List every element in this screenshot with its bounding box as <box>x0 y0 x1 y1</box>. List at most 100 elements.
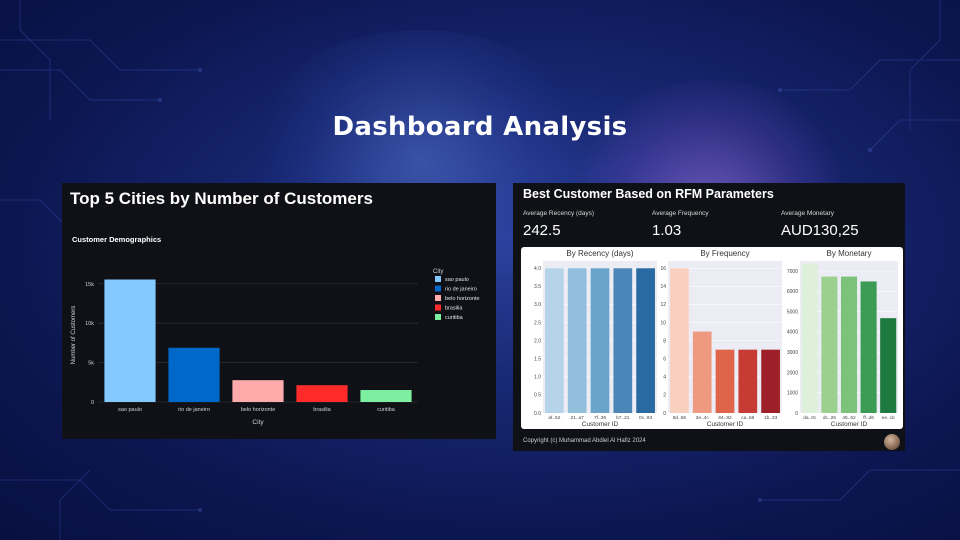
legend-swatch <box>435 304 441 311</box>
bar <box>590 268 610 413</box>
y-tick-label: 0 <box>91 400 94 406</box>
bar <box>692 331 712 413</box>
y-tick-label: 3000 <box>787 350 798 356</box>
page-title: Dashboard Analysis <box>332 112 628 142</box>
chart-title: Customer Demographics <box>72 235 161 244</box>
y-tick-label: 6000 <box>787 289 798 295</box>
y-tick-label: 2000 <box>787 370 798 376</box>
y-tick-label: 4.0 <box>534 266 541 272</box>
metric-value: 242.5 <box>523 222 561 239</box>
metric-label: Average Monetary <box>781 210 834 217</box>
bar <box>715 349 735 413</box>
y-tick-label: 3.5 <box>534 284 541 290</box>
avatar[interactable] <box>884 434 900 450</box>
x-tick-label: 0c..93 <box>639 415 652 421</box>
bar <box>104 279 156 402</box>
y-tick-label: 2.5 <box>534 320 541 326</box>
x-tick-label: b7..21 <box>616 415 630 421</box>
y-tick-label: 5k <box>88 361 94 367</box>
bar <box>613 268 633 413</box>
panel-title: Top 5 Cities by Number of Customers <box>70 189 373 208</box>
legend-title: City <box>433 269 443 275</box>
x-tick-label: rio de janeiro <box>178 407 210 413</box>
legend-label: sao paulo <box>445 277 469 283</box>
legend-label: curitiba <box>445 315 464 321</box>
x-tick-label: da..0c <box>803 415 817 421</box>
metric-monetary: Average Monetary AUD130,25 <box>781 210 859 239</box>
x-axis-label: Customer ID <box>582 421 619 428</box>
y-tick-label: 4000 <box>787 330 798 336</box>
y-tick-label: 6 <box>663 357 666 363</box>
x-tick-label: 8d..55 <box>673 415 687 421</box>
bar <box>296 385 348 402</box>
x-tick-label: 3e..4c <box>696 415 710 421</box>
x-tick-label: 1b..33 <box>764 415 778 421</box>
x-tick-label: brasilia <box>313 407 331 413</box>
y-tick-label: 12 <box>660 302 666 308</box>
y-tick-label: 0 <box>663 411 666 417</box>
y-tick-label: 5000 <box>787 309 798 315</box>
x-tick-label: 45..62 <box>842 415 856 421</box>
metric-value: 1.03 <box>652 222 682 239</box>
y-tick-label: 3.0 <box>534 302 541 308</box>
copyright-text: Copyright (c) Muhammad Abdiel Al Hafiz 2… <box>523 438 646 444</box>
bar <box>801 263 818 413</box>
bar <box>567 268 587 413</box>
x-tick-label: curitiba <box>377 407 396 413</box>
legend-label: rio de janeiro <box>445 287 477 293</box>
x-tick-label: ca..68 <box>741 415 754 421</box>
bar <box>821 276 838 413</box>
rfm-panel: Best Customer Based on RFM Parameters Av… <box>513 183 905 451</box>
y-tick-label: 1.0 <box>534 375 541 381</box>
bar <box>545 268 564 413</box>
x-tick-label: sao paulo <box>118 407 142 413</box>
bar <box>360 390 412 402</box>
x-axis-label: Customer ID <box>831 421 868 428</box>
metric-frequency: Average Frequency 1.03 <box>652 210 709 239</box>
top-cities-panel: Top 5 Cities by Number of Customers Cust… <box>62 183 496 439</box>
metric-recency: Average Recency (days) 242.5 <box>523 210 594 239</box>
y-axis-label: Number of Customers <box>71 306 77 365</box>
y-tick-label: 10 <box>660 320 666 326</box>
legend-label: belo horizonte <box>445 296 480 302</box>
x-tick-label: ff..d6 <box>863 415 874 421</box>
bar <box>636 268 655 413</box>
bar <box>880 318 897 413</box>
legend-swatch <box>435 285 441 292</box>
panel-title: Best Customer Based on RFM Parameters <box>523 187 774 201</box>
bar <box>860 281 877 413</box>
city-bar-chart: Customer Demographics 0 5k 10k 15k sao paulo r… <box>71 235 480 426</box>
legend-label: brasilia <box>445 306 463 312</box>
y-tick-label: 10k <box>85 321 94 327</box>
bar <box>168 347 220 402</box>
y-tick-label: 1.5 <box>534 357 541 363</box>
bar <box>840 276 858 413</box>
bar <box>232 380 284 402</box>
bar <box>738 349 758 413</box>
y-tick-label: 2 <box>663 393 666 399</box>
x-tick-label: dc..26 <box>823 415 836 421</box>
x-tick-label: af..52 <box>548 415 560 421</box>
legend-swatch <box>435 295 441 301</box>
y-tick-label: 16 <box>660 266 666 272</box>
y-tick-label: 0 <box>795 411 798 417</box>
x-tick-label: ee..cb <box>882 415 895 421</box>
y-tick-label: 15k <box>85 282 94 288</box>
y-tick-label: 0.5 <box>534 393 541 399</box>
x-tick-label: 7f..38 <box>594 415 606 421</box>
x-tick-label: 64..82 <box>718 415 732 421</box>
y-tick-label: 14 <box>660 284 666 290</box>
y-tick-label: 0.0 <box>534 411 541 417</box>
x-tick-label: belo horizonte <box>241 407 276 413</box>
metric-label: Average Recency (days) <box>523 210 595 217</box>
bar <box>670 268 689 413</box>
x-axis-label: Customer ID <box>707 421 744 428</box>
chart-title: By Monetary <box>827 249 872 258</box>
legend-swatch <box>435 276 441 282</box>
y-tick-label: 8 <box>663 338 666 344</box>
y-tick-label: 4 <box>663 375 666 381</box>
rfm-charts: By Recency (days) 0.0 0.5 1.0 1.5 2.0 2.5 3.0 3.… <box>521 247 903 429</box>
y-tick-label: 2.0 <box>534 338 541 344</box>
metric-value: AUD130,25 <box>781 222 859 239</box>
